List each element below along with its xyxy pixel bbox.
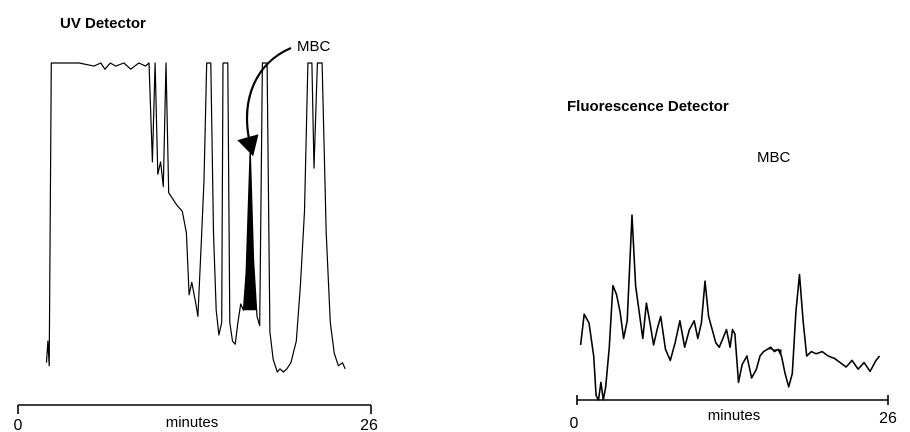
fluorescence-chart-marks [579,214,881,401]
uv-chart-marks [45,62,346,373]
fluorescence-detector-chart: Fluorescence Detector 0 26 minutes MBC [567,98,897,432]
uv-x-axis-label: minutes [166,414,219,431]
fluorescence-chart-title: Fluorescence Detector [567,98,729,115]
uv-trace-line [45,62,346,373]
fluorescence-x-axis-label: minutes [708,407,761,424]
fluorescence-x-tick-label-end: 26 [879,410,897,427]
uv-mbc-annotation: MBC [297,38,331,55]
uv-mbc-peak-fill [243,149,257,317]
fluorescence-x-tick-label-start: 0 [570,415,579,432]
uv-mbc-arrow [237,46,292,157]
fluorescence-mbc-annotation: MBC [757,149,791,166]
uv-x-tick-label-start: 0 [14,417,23,432]
uv-detector-chart: UV Detector 0 26 minutes MBC [14,15,378,432]
uv-x-tick-label-end: 26 [360,417,378,432]
uv-chart-title: UV Detector [60,15,146,32]
fluorescence-trace-line [579,214,881,401]
